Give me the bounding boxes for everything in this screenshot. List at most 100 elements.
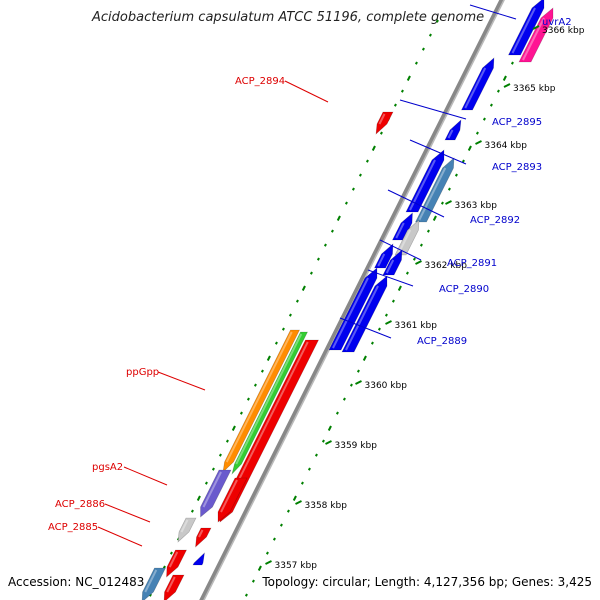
- gene-acp-2889a[interactable]: [328, 267, 378, 351]
- gc-track-inner: [362, 355, 367, 361]
- gc-track-inner: [496, 89, 500, 93]
- label-leader: [157, 371, 206, 391]
- gene-tiny-blue[interactable]: [192, 552, 205, 566]
- tick-mark: [445, 200, 452, 205]
- gc-track-outer: [330, 229, 334, 233]
- gc-track-inner: [384, 313, 388, 317]
- gc-track-inner: [461, 159, 465, 163]
- gene-acp-2885b[interactable]: [163, 574, 185, 600]
- gene-acp-2885[interactable]: [166, 549, 187, 578]
- gc-track-outer: [393, 103, 397, 107]
- tick-mark: [325, 440, 332, 445]
- gene-label-ppgpp[interactable]: ppGpp: [126, 367, 159, 378]
- gene-acp-2886b[interactable]: [195, 527, 212, 548]
- gene-acp-2893-shine: [409, 159, 436, 211]
- label-leader: [387, 189, 445, 218]
- tick-label: 3357 kbp: [275, 561, 318, 571]
- gene-grey-feature-shine: [397, 229, 412, 254]
- gene-label-acp_2894[interactable]: ACP_2894: [235, 76, 285, 87]
- gene-label-acp_2891[interactable]: ACP_2891: [447, 258, 497, 269]
- gene-pgsa2[interactable]: [200, 469, 232, 518]
- gc-track-inner: [405, 271, 409, 275]
- gc-track-outer: [266, 355, 271, 361]
- label-leader: [104, 503, 151, 523]
- gc-track-outer: [190, 509, 194, 513]
- tick-label: 3359 kbp: [335, 441, 378, 451]
- gc-track-inner: [377, 327, 381, 331]
- gene-uvra2[interactable]: [508, 0, 545, 56]
- gene-ppgpp-orange[interactable]: [222, 329, 300, 473]
- gc-track-inner: [314, 453, 318, 457]
- gene-label-acp_2892[interactable]: ACP_2892: [470, 215, 520, 226]
- gc-track-outer: [288, 313, 292, 317]
- gene-acp-2894[interactable]: [375, 111, 394, 135]
- gc-track-outer: [239, 411, 243, 415]
- gc-track-inner: [307, 467, 311, 471]
- tick-label: 3365 kbp: [513, 84, 556, 94]
- gene-acp-2893[interactable]: [405, 149, 445, 213]
- gene-track: [141, 0, 554, 600]
- gene-pink-feature[interactable]: [518, 7, 554, 63]
- gc-track-inner: [321, 439, 325, 443]
- gene-pgsa2b[interactable]: [217, 477, 248, 523]
- gc-track-outer: [344, 201, 348, 205]
- gene-label-acp_2886[interactable]: ACP_2886: [55, 499, 105, 510]
- gene-pgsa2b-shine: [220, 479, 238, 513]
- label-leader: [469, 4, 517, 20]
- gc-track-outer: [428, 33, 432, 37]
- gene-ppgpp-orange-shine: [225, 331, 293, 463]
- gc-track-inner: [397, 285, 402, 291]
- gene-small-fwd[interactable]: [444, 119, 462, 141]
- gc-track-inner: [432, 215, 437, 221]
- accession-text: Accession: NC_012483: [8, 575, 145, 589]
- gene-acp-2895[interactable]: [461, 57, 495, 111]
- label-leader: [97, 526, 143, 547]
- tick-label: 3360 kbp: [365, 381, 408, 391]
- gc-track-outer: [371, 145, 376, 151]
- gc-track-inner: [447, 187, 451, 191]
- gc-track-outer: [148, 593, 152, 597]
- gc-track-inner: [244, 593, 248, 597]
- gene-acp-2892b-shine: [395, 222, 405, 239]
- gc-track-inner: [370, 341, 374, 345]
- gc-track-outer: [336, 215, 341, 221]
- gene-acp-2892[interactable]: [415, 157, 455, 223]
- gene-steel-low[interactable]: [141, 567, 166, 600]
- gc-track-outer: [316, 257, 320, 261]
- gene-acp-2886[interactable]: [177, 517, 197, 543]
- gene-label-acp_2893[interactable]: ACP_2893: [492, 162, 542, 173]
- label-leader: [284, 80, 329, 103]
- gc-track-outer: [218, 453, 222, 457]
- tick-label: 3364 kbp: [485, 141, 528, 151]
- gene-ppgpp-green[interactable]: [231, 331, 308, 476]
- gene-acp-2889b-shine: [345, 285, 379, 351]
- gene-label-acp_2895[interactable]: ACP_2895: [492, 117, 542, 128]
- gc-track-inner: [272, 537, 276, 541]
- gene-acp-2892-shine: [418, 167, 447, 221]
- gene-label-acp_2885[interactable]: ACP_2885: [48, 522, 98, 533]
- gc-track-inner: [292, 495, 297, 501]
- gene-label-uvra2[interactable]: uvrA2: [542, 17, 572, 28]
- gene-grey-feature[interactable]: [394, 219, 420, 256]
- gc-track-inner: [342, 397, 346, 401]
- gc-track-outer: [301, 285, 306, 291]
- gc-track-inner: [335, 411, 339, 415]
- gc-track-inner: [502, 75, 507, 81]
- gene-ppgpp-green-shine: [235, 333, 303, 465]
- gc-track-inner: [327, 425, 332, 431]
- gc-track-inner: [356, 369, 360, 373]
- gene-acp-2890[interactable]: [382, 249, 403, 276]
- gene-acp-2894-shine: [378, 113, 386, 125]
- label-leader: [123, 466, 168, 486]
- gene-label-acp_2890[interactable]: ACP_2890: [439, 284, 489, 295]
- gene-label-pgsa2[interactable]: pgsA2: [92, 462, 123, 473]
- gene-acp-2886-shine: [180, 519, 189, 533]
- gc-track-outer: [379, 131, 383, 135]
- tick-mark: [295, 500, 302, 505]
- gene-label-acp_2889[interactable]: ACP_2889: [417, 336, 467, 347]
- gene-acp-2889b[interactable]: [341, 275, 388, 353]
- tick-label: 3358 kbp: [305, 501, 348, 511]
- gc-track-inner: [475, 131, 479, 135]
- label-leader: [409, 139, 467, 165]
